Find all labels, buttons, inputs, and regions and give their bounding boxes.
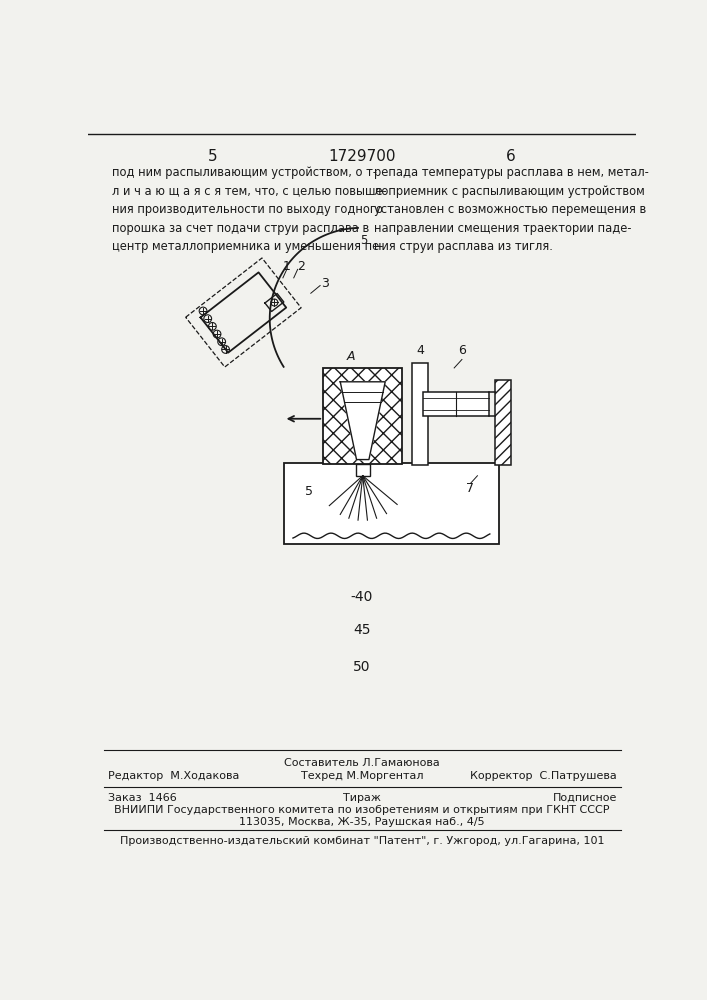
Text: 6: 6 xyxy=(458,344,466,357)
Text: Редактор  М.Ходакова: Редактор М.Ходакова xyxy=(107,771,239,781)
Text: Техред М.Моргентал: Техред М.Моргентал xyxy=(300,771,423,781)
Text: Производственно-издательский комбинат "Патент", г. Ужгород, ул.Гагарина, 101: Производственно-издательский комбинат "П… xyxy=(119,836,604,846)
Text: 1729700: 1729700 xyxy=(328,149,396,164)
Bar xyxy=(423,392,489,416)
Bar xyxy=(495,380,510,465)
Text: 5: 5 xyxy=(305,485,313,498)
Text: 45: 45 xyxy=(354,623,370,637)
Text: Составитель Л.Гамаюнова: Составитель Л.Гамаюнова xyxy=(284,758,440,768)
Text: Заказ  1466: Заказ 1466 xyxy=(107,793,177,803)
Text: A: A xyxy=(347,350,356,363)
Text: -40: -40 xyxy=(351,590,373,604)
Bar xyxy=(412,363,428,465)
Text: репада температуры расплава в нем, метал-
лоприемник с распыливающим устройством: репада температуры расплава в нем, метал… xyxy=(373,166,648,253)
Text: под ним распыливающим устройством, о т-
л и ч а ю щ а я с я тем, что, с целью по: под ним распыливающим устройством, о т- … xyxy=(112,166,386,253)
Text: 1: 1 xyxy=(283,260,291,273)
Text: Корректор  С.Патрушева: Корректор С.Патрушева xyxy=(470,771,617,781)
Text: 5: 5 xyxy=(360,234,367,247)
Text: 2: 2 xyxy=(297,260,305,273)
Text: 3: 3 xyxy=(321,277,329,290)
Text: Тираж: Тираж xyxy=(343,793,381,803)
Text: Подписное: Подписное xyxy=(553,793,617,803)
Bar xyxy=(356,464,370,476)
Text: 50: 50 xyxy=(354,660,370,674)
Text: 113035, Москва, Ж-35, Раушская наб., 4/5: 113035, Москва, Ж-35, Раушская наб., 4/5 xyxy=(239,817,485,827)
Bar xyxy=(323,368,402,464)
Text: 6: 6 xyxy=(506,149,515,164)
Text: 5: 5 xyxy=(208,149,217,164)
Bar xyxy=(323,368,402,464)
Text: 4: 4 xyxy=(416,344,424,357)
Bar xyxy=(284,463,499,544)
Text: 7: 7 xyxy=(467,482,474,495)
Text: ВНИИПИ Государственного комитета по изобретениям и открытиям при ГКНТ СССР: ВНИИПИ Государственного комитета по изоб… xyxy=(115,805,609,815)
Polygon shape xyxy=(340,382,385,460)
Bar xyxy=(495,380,510,465)
